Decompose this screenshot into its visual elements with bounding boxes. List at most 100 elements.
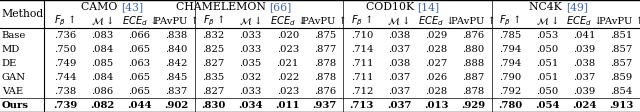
Text: .876: .876	[462, 30, 484, 40]
Text: .027: .027	[425, 58, 447, 68]
Text: .825: .825	[202, 44, 225, 54]
Text: .887: .887	[462, 72, 484, 82]
Text: .738: .738	[54, 86, 76, 96]
Text: .840: .840	[165, 44, 188, 54]
Text: .023: .023	[276, 86, 299, 96]
Text: .736: .736	[54, 30, 76, 40]
Text: $F_{\beta}$ ↑: $F_{\beta}$ ↑	[54, 14, 76, 28]
Text: .053: .053	[536, 30, 559, 40]
Text: .020: .020	[276, 30, 299, 40]
Text: .830: .830	[202, 100, 226, 110]
Text: .050: .050	[536, 86, 559, 96]
Text: $\mathcal{M}$ ↓: $\mathcal{M}$ ↓	[239, 15, 262, 27]
Text: .033: .033	[239, 30, 262, 40]
Text: .710: .710	[351, 30, 373, 40]
Text: .880: .880	[462, 44, 484, 54]
Text: PAvPU ↑: PAvPU ↑	[451, 16, 495, 26]
Text: .875: .875	[314, 30, 336, 40]
Text: PAvPU ↑: PAvPU ↑	[302, 16, 348, 26]
Text: .044: .044	[127, 100, 152, 110]
Text: .739: .739	[53, 100, 77, 110]
Text: COD10K [14]: COD10K [14]	[381, 2, 454, 12]
Text: PAvPU ↑: PAvPU ↑	[154, 16, 199, 26]
Text: DE: DE	[2, 58, 17, 68]
Text: .711: .711	[351, 72, 373, 82]
Text: [43]: [43]	[121, 2, 143, 12]
Text: .037: .037	[388, 44, 410, 54]
Text: .039: .039	[573, 44, 595, 54]
Text: .013: .013	[424, 100, 448, 110]
Text: .033: .033	[239, 86, 262, 96]
Text: .851: .851	[611, 30, 633, 40]
Text: .050: .050	[536, 44, 559, 54]
Text: .711: .711	[351, 58, 373, 68]
Text: .021: .021	[276, 58, 299, 68]
Text: .878: .878	[314, 72, 336, 82]
Text: .065: .065	[129, 86, 150, 96]
Text: .794: .794	[499, 58, 522, 68]
Text: CAMO [43]: CAMO [43]	[90, 2, 152, 12]
Text: .038: .038	[573, 58, 595, 68]
Text: .888: .888	[462, 58, 484, 68]
Text: [14]: [14]	[417, 2, 440, 12]
Text: .022: .022	[276, 72, 299, 82]
Text: $\mathcal{M}$ ↓: $\mathcal{M}$ ↓	[387, 15, 410, 27]
Text: $ECE_d$ ↓: $ECE_d$ ↓	[566, 14, 602, 28]
Text: .794: .794	[499, 44, 522, 54]
Text: .065: .065	[129, 72, 150, 82]
Text: .038: .038	[388, 30, 410, 40]
Text: .854: .854	[611, 86, 633, 96]
Text: .878: .878	[462, 86, 484, 96]
Text: .712: .712	[351, 86, 373, 96]
Text: .032: .032	[239, 72, 262, 82]
Text: .827: .827	[202, 58, 225, 68]
Text: $F_{\beta}$ ↑: $F_{\beta}$ ↑	[351, 14, 373, 28]
Text: NC4K: NC4K	[529, 2, 566, 12]
Text: .038: .038	[388, 58, 410, 68]
Text: $F_{\beta}$ ↑: $F_{\beta}$ ↑	[203, 14, 225, 28]
Text: .827: .827	[202, 86, 225, 96]
Text: .878: .878	[314, 58, 336, 68]
Text: .837: .837	[165, 86, 188, 96]
Text: .033: .033	[239, 44, 262, 54]
Text: .039: .039	[573, 86, 595, 96]
Text: .832: .832	[202, 30, 225, 40]
Text: .011: .011	[275, 100, 300, 110]
Text: CHAMELEMON: CHAMELEMON	[176, 2, 269, 12]
Text: Ours: Ours	[2, 100, 29, 110]
Text: [66]: [66]	[269, 2, 291, 12]
Text: NC4K [49]: NC4K [49]	[537, 2, 595, 12]
Text: .028: .028	[425, 86, 447, 96]
Text: .024: .024	[572, 100, 596, 110]
Text: VAE: VAE	[2, 86, 23, 96]
Text: .083: .083	[92, 30, 113, 40]
Text: .037: .037	[388, 72, 410, 82]
Text: Base: Base	[2, 30, 26, 40]
Text: .082: .082	[90, 100, 115, 110]
Text: .780: .780	[498, 100, 522, 110]
Text: .041: .041	[573, 30, 596, 40]
Text: MD: MD	[2, 44, 20, 54]
Text: .859: .859	[611, 72, 632, 82]
Text: .026: .026	[425, 72, 447, 82]
Text: $ECE_d$ ↓: $ECE_d$ ↓	[270, 14, 306, 28]
Text: .845: .845	[165, 72, 188, 82]
Text: .029: .029	[425, 30, 447, 40]
Text: .034: .034	[239, 100, 263, 110]
Text: .065: .065	[129, 44, 150, 54]
Text: $ECE_d$ ↓: $ECE_d$ ↓	[122, 14, 157, 28]
Text: .054: .054	[535, 100, 559, 110]
Text: CAMO: CAMO	[81, 2, 121, 12]
Text: Method: Method	[2, 9, 44, 19]
Text: .086: .086	[92, 86, 113, 96]
Text: .713: .713	[349, 100, 374, 110]
Text: .714: .714	[351, 44, 373, 54]
Text: .785: .785	[499, 30, 522, 40]
Text: .857: .857	[611, 58, 632, 68]
Text: .051: .051	[536, 72, 559, 82]
Text: .028: .028	[425, 44, 447, 54]
Text: .744: .744	[54, 72, 77, 82]
Text: .842: .842	[165, 58, 188, 68]
Text: .085: .085	[92, 58, 113, 68]
Text: .023: .023	[276, 44, 299, 54]
